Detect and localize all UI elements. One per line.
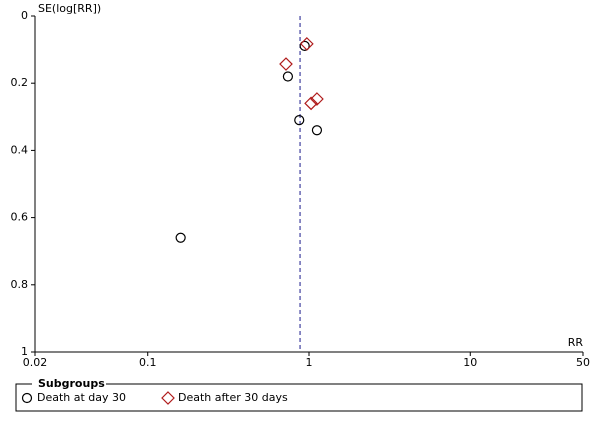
circle-point bbox=[175, 232, 186, 243]
y-tick-label: 0.8 bbox=[11, 278, 29, 291]
x-tick-label: 50 bbox=[576, 356, 590, 369]
circle-point bbox=[299, 40, 310, 52]
x-axis-label: RR bbox=[568, 336, 584, 349]
legend-label: Death at day 30 bbox=[37, 391, 126, 404]
diamond-point bbox=[279, 57, 293, 71]
diamond-point bbox=[304, 96, 318, 111]
legend-title-bg bbox=[32, 378, 106, 390]
legend-box bbox=[15, 383, 583, 412]
y-tick-label: 0.4 bbox=[11, 143, 29, 156]
x-tick-label: 1 bbox=[306, 356, 313, 369]
legend-label: Death after 30 days bbox=[178, 391, 288, 404]
x-tick-label: 0.1 bbox=[139, 356, 157, 369]
diamond-point bbox=[161, 391, 175, 405]
y-tick-label: 0.2 bbox=[11, 76, 29, 89]
diamond-point bbox=[310, 92, 324, 106]
circle-point bbox=[311, 125, 323, 136]
y-axis-label: SE(log[RR]) bbox=[38, 2, 101, 15]
diamond-point bbox=[300, 37, 314, 51]
y-tick-label: 0 bbox=[21, 9, 28, 22]
x-tick-label: 10 bbox=[463, 356, 477, 369]
circle-point bbox=[21, 392, 33, 404]
legend-title: Subgroups bbox=[38, 377, 105, 390]
x-tick-label: 0.02 bbox=[23, 356, 48, 369]
circle-point bbox=[282, 71, 294, 82]
y-tick-label: 1 bbox=[21, 345, 28, 358]
circle-point bbox=[294, 115, 305, 126]
y-tick-label: 0.6 bbox=[11, 211, 29, 224]
